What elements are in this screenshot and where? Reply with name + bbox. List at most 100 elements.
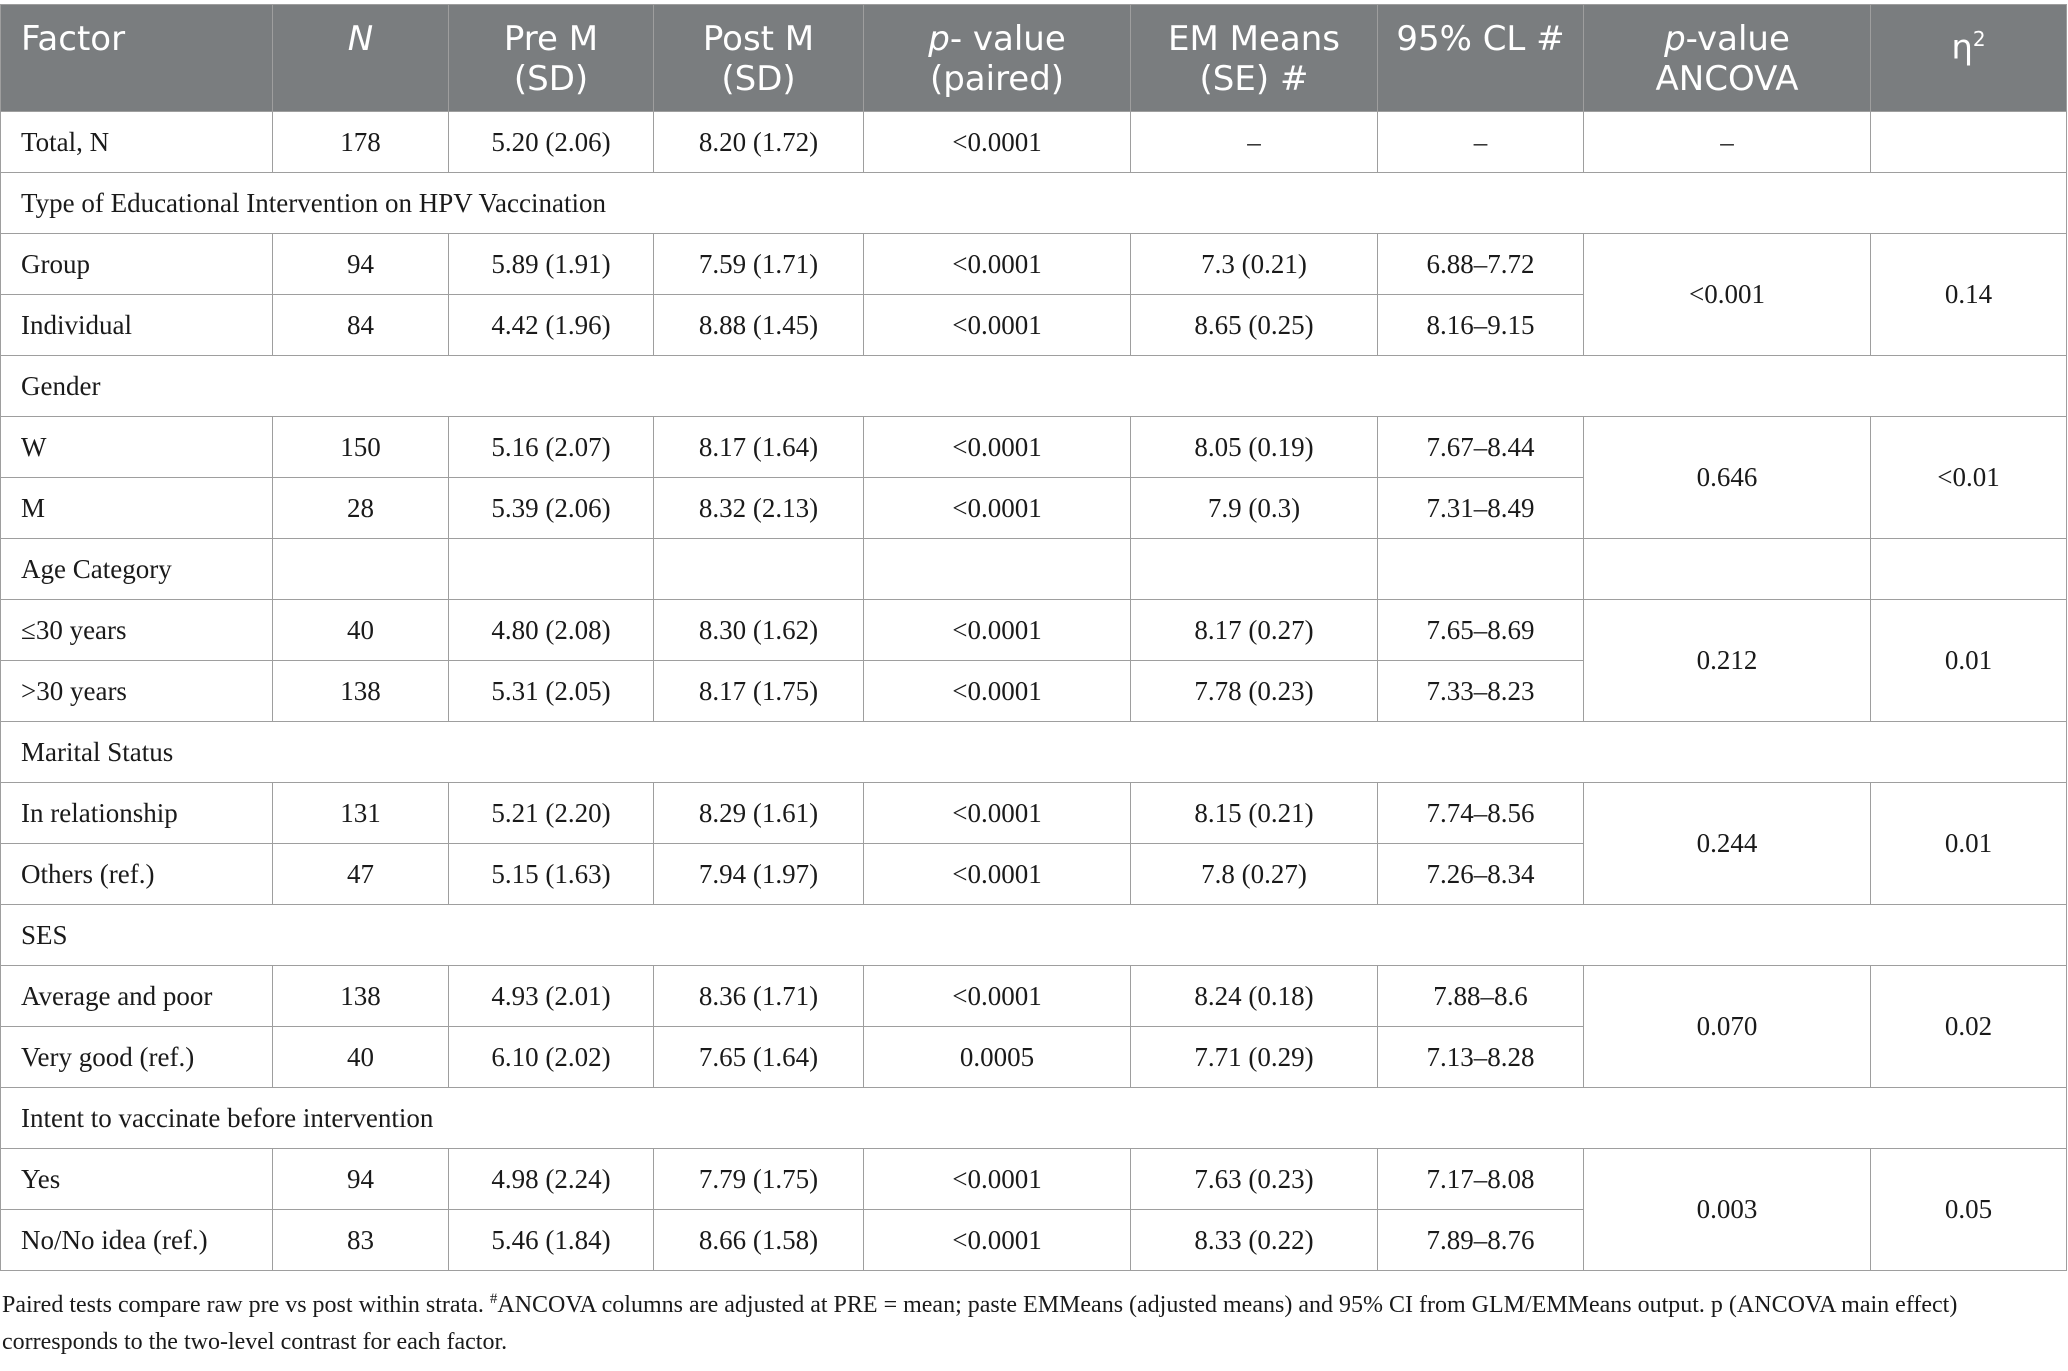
row-label: M: [0, 477, 273, 539]
cell-ancova-p: <0.001: [1583, 233, 1871, 356]
cell-ci: 7.65–8.69: [1377, 599, 1584, 661]
cell-paired-p: <0.0001: [863, 1148, 1131, 1210]
row-label: In relationship: [0, 782, 273, 844]
cell-ci: 7.13–8.28: [1377, 1026, 1584, 1088]
cell-em-means: 7.9 (0.3): [1130, 477, 1378, 539]
cell-pre: 5.46 (1.84): [448, 1209, 654, 1271]
empty-cell: [1130, 538, 1378, 600]
row-label: Individual: [0, 294, 273, 356]
cell-ci: 7.17–8.08: [1377, 1148, 1584, 1210]
cell-paired-p: <0.0001: [863, 477, 1131, 539]
empty-cell: [448, 538, 654, 600]
cell-post: 8.20 (1.72): [653, 111, 864, 173]
header-n: N: [272, 4, 449, 112]
cell-n: 84: [272, 294, 449, 356]
cell-eta: 0.02: [1870, 965, 2067, 1088]
cell-ci: 7.89–8.76: [1377, 1209, 1584, 1271]
empty-cell: [1583, 538, 1871, 600]
section-header-row: Gender: [0, 355, 2067, 417]
cell-ci: 8.16–9.15: [1377, 294, 1584, 356]
empty-cell: [1870, 538, 2067, 600]
cell-post: 8.36 (1.71): [653, 965, 864, 1027]
header-factor: Factor: [0, 4, 273, 112]
cell-n: 40: [272, 1026, 449, 1088]
header-post: Post M (SD): [653, 4, 864, 112]
cell-em-means: 8.05 (0.19): [1130, 416, 1378, 478]
header-paired-p: p- value (paired): [863, 4, 1131, 112]
cell-n: 83: [272, 1209, 449, 1271]
table-row: Group 94 5.89 (1.91) 7.59 (1.71) <0.0001…: [0, 233, 2067, 356]
cell-post: 7.65 (1.64): [653, 1026, 864, 1088]
row-label: Total, N: [0, 111, 273, 173]
row-label: W: [0, 416, 273, 478]
section-title: SES: [0, 904, 2067, 966]
cell-post: 7.94 (1.97): [653, 843, 864, 905]
total-row: Total, N 178 5.20 (2.06) 8.20 (1.72) <0.…: [0, 111, 2067, 173]
cell-ci: 7.67–8.44: [1377, 416, 1584, 478]
cell-pre: 4.98 (2.24): [448, 1148, 654, 1210]
row-label: Group: [0, 233, 273, 295]
section-header-row: Age Category: [0, 538, 2067, 600]
cell-pre: 4.42 (1.96): [448, 294, 654, 356]
section-title: Marital Status: [0, 721, 2067, 783]
cell-pre: 5.39 (2.06): [448, 477, 654, 539]
cell-eta: [1870, 111, 2067, 173]
table-row: >30 years 138 5.31 (2.05) 8.17 (1.75) <0…: [0, 660, 2067, 722]
cell-pre: 5.16 (2.07): [448, 416, 654, 478]
results-table: Factor N Pre M (SD) Post M (SD) p- value (p…: [0, 4, 2067, 1271]
cell-eta: 0.14: [1870, 233, 2067, 356]
empty-cell: [1377, 538, 1584, 600]
cell-post: 8.66 (1.58): [653, 1209, 864, 1271]
row-label: >30 years: [0, 660, 273, 722]
cell-eta: 0.01: [1870, 782, 2067, 905]
table-row: ≤30 years 40 4.80 (2.08) 8.30 (1.62) <0.…: [0, 599, 2067, 722]
table-row: Average and poor 138 4.93 (2.01) 8.36 (1…: [0, 965, 2067, 1088]
header-row: Factor N Pre M (SD) Post M (SD) p- value (p…: [0, 4, 2067, 112]
cell-post: 7.59 (1.71): [653, 233, 864, 295]
cell-ci: 6.88–7.72: [1377, 233, 1584, 295]
cell-post: 8.29 (1.61): [653, 782, 864, 844]
cell-post: 8.32 (2.13): [653, 477, 864, 539]
cell-ci: –: [1377, 111, 1584, 173]
cell-paired-p: <0.0001: [863, 416, 1131, 478]
cell-ancova-p: 0.646: [1583, 416, 1871, 539]
cell-eta: 0.05: [1870, 1148, 2067, 1271]
table-footnote: Paired tests compare raw pre vs post wit…: [2, 1291, 1958, 1355]
cell-paired-p: <0.0001: [863, 233, 1131, 295]
cell-em-means: 7.78 (0.23): [1130, 660, 1378, 722]
table-row: Very good (ref.) 40 6.10 (2.02) 7.65 (1.…: [0, 1026, 2067, 1088]
cell-n: 131: [272, 782, 449, 844]
cell-em-means: –: [1130, 111, 1378, 173]
cell-paired-p: 0.0005: [863, 1026, 1131, 1088]
header-ancova-p: p-value ANCOVA: [1583, 4, 1871, 112]
section-title: Age Category: [0, 538, 273, 600]
cell-paired-p: <0.0001: [863, 1209, 1131, 1271]
cell-ci: 7.31–8.49: [1377, 477, 1584, 539]
cell-n: 150: [272, 416, 449, 478]
section-title: Gender: [0, 355, 2067, 417]
cell-paired-p: <0.0001: [863, 660, 1131, 722]
cell-em-means: 8.15 (0.21): [1130, 782, 1378, 844]
cell-post: 8.30 (1.62): [653, 599, 864, 661]
cell-pre: 5.89 (1.91): [448, 233, 654, 295]
cell-ancova-p: 0.244: [1583, 782, 1871, 905]
empty-cell: [653, 538, 864, 600]
cell-em-means: 8.65 (0.25): [1130, 294, 1378, 356]
cell-paired-p: <0.0001: [863, 599, 1131, 661]
section-title: Intent to vaccinate before intervention: [0, 1087, 2067, 1149]
cell-n: 138: [272, 965, 449, 1027]
section-title: Type of Educational Intervention on HPV …: [0, 172, 2067, 234]
cell-post: 7.79 (1.75): [653, 1148, 864, 1210]
cell-n: 47: [272, 843, 449, 905]
cell-paired-p: <0.0001: [863, 782, 1131, 844]
cell-ci: 7.74–8.56: [1377, 782, 1584, 844]
empty-cell: [272, 538, 449, 600]
row-label: No/No idea (ref.): [0, 1209, 273, 1271]
cell-paired-p: <0.0001: [863, 965, 1131, 1027]
cell-eta: <0.01: [1870, 416, 2067, 539]
section-header-row: Intent to vaccinate before intervention: [0, 1087, 2067, 1149]
cell-eta: 0.01: [1870, 599, 2067, 722]
cell-pre: 4.80 (2.08): [448, 599, 654, 661]
cell-paired-p: <0.0001: [863, 294, 1131, 356]
empty-cell: [863, 538, 1131, 600]
